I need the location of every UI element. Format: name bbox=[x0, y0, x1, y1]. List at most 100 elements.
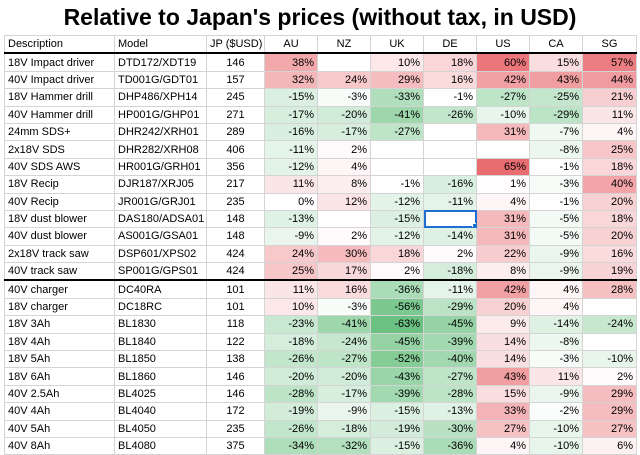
cell-nz[interactable]: -17% bbox=[317, 122, 371, 142]
cell-uk[interactable]: -36% bbox=[370, 279, 424, 299]
cell-nz[interactable]: 4% bbox=[317, 157, 371, 177]
cell-us[interactable]: 8% bbox=[476, 262, 530, 281]
cell-de[interactable]: -13% bbox=[423, 402, 477, 421]
cell-model[interactable]: DTD172/XDT19 bbox=[114, 52, 207, 72]
cell-us[interactable]: 31% bbox=[476, 227, 530, 246]
header-uk[interactable]: UK bbox=[370, 35, 424, 55]
cell-nz[interactable]: -17% bbox=[317, 384, 371, 404]
cell-de[interactable]: 2% bbox=[423, 244, 477, 264]
cell-description[interactable]: 18V 3Ah bbox=[4, 315, 115, 334]
header-description[interactable]: Description bbox=[4, 35, 115, 55]
cell-au[interactable]: 24% bbox=[264, 244, 318, 264]
cell-sg[interactable]: 20% bbox=[582, 227, 637, 246]
cell-model[interactable]: BL4040 bbox=[114, 402, 207, 421]
cell-ca[interactable]: -2% bbox=[529, 402, 583, 421]
cell-au[interactable]: -12% bbox=[264, 157, 318, 177]
cell-us[interactable]: 4% bbox=[476, 436, 530, 455]
cell-sg[interactable] bbox=[582, 332, 637, 352]
cell-sg[interactable]: 44% bbox=[582, 70, 637, 90]
cell-de[interactable]: -26% bbox=[423, 105, 477, 124]
cell-au[interactable]: -15% bbox=[264, 88, 318, 107]
cell-nz[interactable]: 17% bbox=[317, 262, 371, 281]
cell-de[interactable] bbox=[423, 140, 477, 159]
cell-uk[interactable]: -12% bbox=[370, 192, 424, 211]
cell-jp-price[interactable]: 424 bbox=[206, 244, 265, 264]
cell-au[interactable]: -28% bbox=[264, 384, 318, 404]
cell-uk[interactable]: -43% bbox=[370, 367, 424, 386]
cell-us[interactable]: 22% bbox=[476, 244, 530, 264]
cell-uk[interactable]: -15% bbox=[370, 436, 424, 455]
cell-jp-price[interactable]: 146 bbox=[206, 384, 265, 404]
cell-description[interactable]: 18V 5Ah bbox=[4, 350, 115, 369]
cell-de[interactable]: -40% bbox=[423, 350, 477, 369]
cell-sg[interactable]: 27% bbox=[582, 419, 637, 438]
cell-jp-price[interactable]: 146 bbox=[206, 367, 265, 386]
cell-ca[interactable]: -8% bbox=[529, 140, 583, 159]
cell-jp-price[interactable]: 245 bbox=[206, 88, 265, 107]
cell-ca[interactable]: -1% bbox=[529, 192, 583, 211]
cell-sg[interactable]: 4% bbox=[582, 122, 637, 142]
cell-uk[interactable]: 18% bbox=[370, 244, 424, 264]
cell-nz[interactable]: -27% bbox=[317, 350, 371, 369]
cell-model[interactable]: DC18RC bbox=[114, 297, 207, 317]
cell-nz[interactable]: -9% bbox=[317, 402, 371, 421]
cell-jp-price[interactable]: 424 bbox=[206, 262, 265, 281]
cell-nz[interactable]: 2% bbox=[317, 227, 371, 246]
cell-description[interactable]: 18V Impact driver bbox=[4, 52, 115, 72]
cell-au[interactable]: -26% bbox=[264, 350, 318, 369]
cell-de[interactable]: -28% bbox=[423, 384, 477, 404]
cell-jp-price[interactable]: 289 bbox=[206, 122, 265, 142]
cell-nz[interactable]: 8% bbox=[317, 175, 371, 194]
cell-us[interactable]: -10% bbox=[476, 105, 530, 124]
cell-uk[interactable]: -63% bbox=[370, 315, 424, 334]
cell-ca[interactable]: 15% bbox=[529, 52, 583, 72]
cell-sg[interactable]: 16% bbox=[582, 244, 637, 264]
cell-sg[interactable]: 28% bbox=[582, 279, 637, 299]
cell-ca[interactable]: -7% bbox=[529, 122, 583, 142]
cell-model[interactable]: DAS180/ADSA01 bbox=[114, 209, 207, 229]
cell-model[interactable]: DHR282/XRH08 bbox=[114, 140, 207, 159]
cell-us[interactable]: 33% bbox=[476, 402, 530, 421]
header-model[interactable]: Model bbox=[114, 35, 207, 55]
cell-jp-price[interactable]: 406 bbox=[206, 140, 265, 159]
cell-model[interactable]: BL1830 bbox=[114, 315, 207, 334]
cell-description[interactable]: 40V Recip bbox=[4, 192, 115, 211]
cell-jp-price[interactable]: 356 bbox=[206, 157, 265, 177]
cell-description[interactable]: 18V Hammer drill bbox=[4, 88, 115, 107]
cell-ca[interactable]: -10% bbox=[529, 419, 583, 438]
cell-sg[interactable]: -10% bbox=[582, 350, 637, 369]
cell-jp-price[interactable]: 148 bbox=[206, 209, 265, 229]
cell-de[interactable]: -39% bbox=[423, 332, 477, 352]
cell-au[interactable]: -16% bbox=[264, 122, 318, 142]
cell-model[interactable]: TD001G/GDT01 bbox=[114, 70, 207, 90]
cell-sg[interactable]: 21% bbox=[582, 88, 637, 107]
cell-au[interactable]: 0% bbox=[264, 192, 318, 211]
cell-nz[interactable]: -41% bbox=[317, 315, 371, 334]
cell-sg[interactable] bbox=[582, 297, 637, 317]
header-ca[interactable]: CA bbox=[529, 35, 583, 55]
cell-model[interactable]: DSP601/XPS02 bbox=[114, 244, 207, 264]
cell-ca[interactable]: -25% bbox=[529, 88, 583, 107]
cell-model[interactable]: HP001G/GHP01 bbox=[114, 105, 207, 124]
cell-model[interactable]: BL1840 bbox=[114, 332, 207, 352]
cell-sg[interactable]: 2% bbox=[582, 367, 637, 386]
cell-ca[interactable]: 11% bbox=[529, 367, 583, 386]
cell-ca[interactable]: -3% bbox=[529, 350, 583, 369]
cell-sg[interactable]: -24% bbox=[582, 315, 637, 334]
cell-description[interactable]: 40V 8Ah bbox=[4, 436, 115, 455]
fill-handle[interactable] bbox=[472, 223, 476, 227]
cell-uk[interactable]: -41% bbox=[370, 105, 424, 124]
cell-uk[interactable]: -27% bbox=[370, 122, 424, 142]
cell-model[interactable]: BL4025 bbox=[114, 384, 207, 404]
cell-uk[interactable]: 2% bbox=[370, 262, 424, 281]
cell-uk[interactable]: -1% bbox=[370, 175, 424, 194]
cell-nz[interactable]: -32% bbox=[317, 436, 371, 455]
cell-description[interactable]: 40V track saw bbox=[4, 262, 115, 281]
cell-uk[interactable]: 10% bbox=[370, 52, 424, 72]
cell-au[interactable]: -11% bbox=[264, 140, 318, 159]
cell-ca[interactable]: 4% bbox=[529, 297, 583, 317]
cell-sg[interactable]: 18% bbox=[582, 209, 637, 229]
cell-ca[interactable]: -3% bbox=[529, 175, 583, 194]
cell-us[interactable]: 14% bbox=[476, 350, 530, 369]
cell-sg[interactable]: 40% bbox=[582, 175, 637, 194]
